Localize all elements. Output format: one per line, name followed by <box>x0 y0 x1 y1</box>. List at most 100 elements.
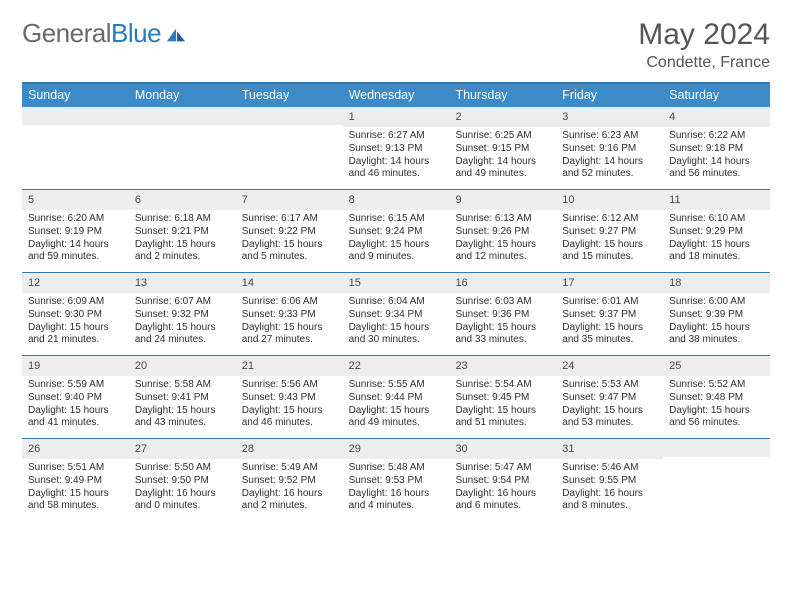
calendar: Sunday Monday Tuesday Wednesday Thursday… <box>22 82 770 521</box>
day-body: Sunrise: 5:55 AMSunset: 9:44 PMDaylight:… <box>343 376 450 436</box>
day-number: 24 <box>556 356 663 376</box>
day-cell: 6Sunrise: 6:18 AMSunset: 9:21 PMDaylight… <box>129 190 236 272</box>
sunset-text: Sunset: 9:16 PM <box>562 143 657 156</box>
sunrise-text: Sunrise: 6:10 AM <box>669 213 764 226</box>
sunset-text: Sunset: 9:54 PM <box>455 475 550 488</box>
day-number: 8 <box>343 190 450 210</box>
day-body: Sunrise: 5:54 AMSunset: 9:45 PMDaylight:… <box>449 376 556 436</box>
day-number: 16 <box>449 273 556 293</box>
day-cell: 18Sunrise: 6:00 AMSunset: 9:39 PMDayligh… <box>663 273 770 355</box>
day-body: Sunrise: 6:09 AMSunset: 9:30 PMDaylight:… <box>22 293 129 353</box>
dow-sat: Saturday <box>663 84 770 107</box>
week-row: 5Sunrise: 6:20 AMSunset: 9:19 PMDaylight… <box>22 190 770 273</box>
daylight-text: Daylight: 15 hours and 24 minutes. <box>135 322 230 348</box>
dow-row: Sunday Monday Tuesday Wednesday Thursday… <box>22 84 770 107</box>
sunrise-text: Sunrise: 6:18 AM <box>135 213 230 226</box>
day-body: Sunrise: 6:12 AMSunset: 9:27 PMDaylight:… <box>556 210 663 270</box>
sunrise-text: Sunrise: 6:15 AM <box>349 213 444 226</box>
day-number: 29 <box>343 439 450 459</box>
day-cell: 19Sunrise: 5:59 AMSunset: 9:40 PMDayligh… <box>22 356 129 438</box>
brand-logo: GeneralBlue <box>22 18 187 49</box>
sunset-text: Sunset: 9:18 PM <box>669 143 764 156</box>
weeks-container: 1Sunrise: 6:27 AMSunset: 9:13 PMDaylight… <box>22 107 770 521</box>
day-cell: 25Sunrise: 5:52 AMSunset: 9:48 PMDayligh… <box>663 356 770 438</box>
sunset-text: Sunset: 9:22 PM <box>242 226 337 239</box>
day-cell: 31Sunrise: 5:46 AMSunset: 9:55 PMDayligh… <box>556 439 663 521</box>
sunrise-text: Sunrise: 6:20 AM <box>28 213 123 226</box>
dow-mon: Monday <box>129 84 236 107</box>
daylight-text: Daylight: 15 hours and 15 minutes. <box>562 239 657 265</box>
sunset-text: Sunset: 9:50 PM <box>135 475 230 488</box>
week-row: 1Sunrise: 6:27 AMSunset: 9:13 PMDaylight… <box>22 107 770 190</box>
sunrise-text: Sunrise: 5:53 AM <box>562 379 657 392</box>
daylight-text: Daylight: 14 hours and 59 minutes. <box>28 239 123 265</box>
day-cell: 27Sunrise: 5:50 AMSunset: 9:50 PMDayligh… <box>129 439 236 521</box>
day-number: 28 <box>236 439 343 459</box>
day-number: 4 <box>663 107 770 127</box>
sunset-text: Sunset: 9:40 PM <box>28 392 123 405</box>
day-number <box>236 107 343 125</box>
day-cell: 16Sunrise: 6:03 AMSunset: 9:36 PMDayligh… <box>449 273 556 355</box>
day-cell: 12Sunrise: 6:09 AMSunset: 9:30 PMDayligh… <box>22 273 129 355</box>
day-body: Sunrise: 5:51 AMSunset: 9:49 PMDaylight:… <box>22 459 129 519</box>
daylight-text: Daylight: 15 hours and 5 minutes. <box>242 239 337 265</box>
day-body: Sunrise: 6:22 AMSunset: 9:18 PMDaylight:… <box>663 127 770 187</box>
day-body: Sunrise: 5:53 AMSunset: 9:47 PMDaylight:… <box>556 376 663 436</box>
sunset-text: Sunset: 9:52 PM <box>242 475 337 488</box>
daylight-text: Daylight: 14 hours and 56 minutes. <box>669 156 764 182</box>
sunrise-text: Sunrise: 6:06 AM <box>242 296 337 309</box>
sunset-text: Sunset: 9:34 PM <box>349 309 444 322</box>
day-cell: 17Sunrise: 6:01 AMSunset: 9:37 PMDayligh… <box>556 273 663 355</box>
daylight-text: Daylight: 15 hours and 33 minutes. <box>455 322 550 348</box>
sunrise-text: Sunrise: 5:49 AM <box>242 462 337 475</box>
day-number <box>22 107 129 125</box>
daylight-text: Daylight: 15 hours and 9 minutes. <box>349 239 444 265</box>
day-body: Sunrise: 6:04 AMSunset: 9:34 PMDaylight:… <box>343 293 450 353</box>
day-cell <box>236 107 343 189</box>
day-cell: 4Sunrise: 6:22 AMSunset: 9:18 PMDaylight… <box>663 107 770 189</box>
daylight-text: Daylight: 15 hours and 51 minutes. <box>455 405 550 431</box>
dow-tue: Tuesday <box>236 84 343 107</box>
sunset-text: Sunset: 9:24 PM <box>349 226 444 239</box>
week-row: 12Sunrise: 6:09 AMSunset: 9:30 PMDayligh… <box>22 273 770 356</box>
day-body: Sunrise: 6:23 AMSunset: 9:16 PMDaylight:… <box>556 127 663 187</box>
sunrise-text: Sunrise: 6:00 AM <box>669 296 764 309</box>
day-cell: 24Sunrise: 5:53 AMSunset: 9:47 PMDayligh… <box>556 356 663 438</box>
day-body: Sunrise: 5:59 AMSunset: 9:40 PMDaylight:… <box>22 376 129 436</box>
day-cell <box>663 439 770 521</box>
sunset-text: Sunset: 9:43 PM <box>242 392 337 405</box>
daylight-text: Daylight: 15 hours and 56 minutes. <box>669 405 764 431</box>
sunset-text: Sunset: 9:33 PM <box>242 309 337 322</box>
dow-wed: Wednesday <box>343 84 450 107</box>
sunset-text: Sunset: 9:21 PM <box>135 226 230 239</box>
sunset-text: Sunset: 9:19 PM <box>28 226 123 239</box>
daylight-text: Daylight: 15 hours and 21 minutes. <box>28 322 123 348</box>
day-number: 2 <box>449 107 556 127</box>
day-number <box>129 107 236 125</box>
daylight-text: Daylight: 15 hours and 49 minutes. <box>349 405 444 431</box>
day-cell: 13Sunrise: 6:07 AMSunset: 9:32 PMDayligh… <box>129 273 236 355</box>
day-body: Sunrise: 5:50 AMSunset: 9:50 PMDaylight:… <box>129 459 236 519</box>
daylight-text: Daylight: 15 hours and 58 minutes. <box>28 488 123 514</box>
day-body: Sunrise: 5:56 AMSunset: 9:43 PMDaylight:… <box>236 376 343 436</box>
sunrise-text: Sunrise: 6:07 AM <box>135 296 230 309</box>
sunrise-text: Sunrise: 5:47 AM <box>455 462 550 475</box>
day-number: 3 <box>556 107 663 127</box>
sunrise-text: Sunrise: 6:13 AM <box>455 213 550 226</box>
sunset-text: Sunset: 9:27 PM <box>562 226 657 239</box>
sunrise-text: Sunrise: 6:17 AM <box>242 213 337 226</box>
daylight-text: Daylight: 15 hours and 12 minutes. <box>455 239 550 265</box>
day-body: Sunrise: 6:18 AMSunset: 9:21 PMDaylight:… <box>129 210 236 270</box>
day-number: 12 <box>22 273 129 293</box>
sunset-text: Sunset: 9:48 PM <box>669 392 764 405</box>
day-cell: 7Sunrise: 6:17 AMSunset: 9:22 PMDaylight… <box>236 190 343 272</box>
daylight-text: Daylight: 14 hours and 49 minutes. <box>455 156 550 182</box>
dow-sun: Sunday <box>22 84 129 107</box>
sunrise-text: Sunrise: 5:59 AM <box>28 379 123 392</box>
day-cell: 10Sunrise: 6:12 AMSunset: 9:27 PMDayligh… <box>556 190 663 272</box>
day-number: 9 <box>449 190 556 210</box>
sunrise-text: Sunrise: 5:51 AM <box>28 462 123 475</box>
week-row: 26Sunrise: 5:51 AMSunset: 9:49 PMDayligh… <box>22 439 770 521</box>
sunrise-text: Sunrise: 5:50 AM <box>135 462 230 475</box>
month-title: May 2024 <box>638 18 770 52</box>
